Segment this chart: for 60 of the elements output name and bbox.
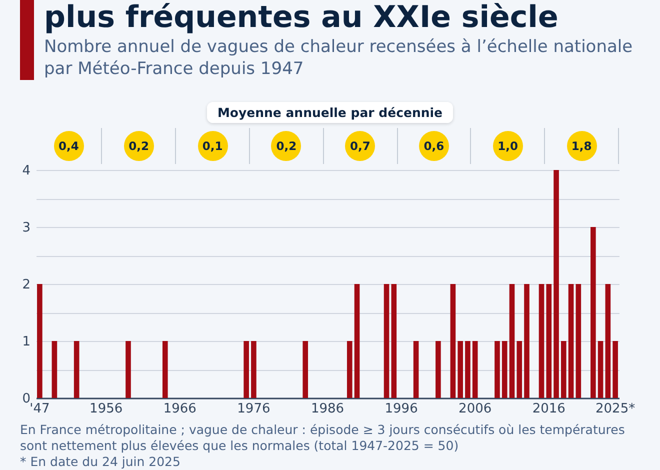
bar <box>598 341 604 398</box>
bar <box>458 341 463 398</box>
x-tick-label: 2016 <box>532 402 566 416</box>
text: Moyenne annuelle par décennie <box>207 102 453 123</box>
bar <box>251 341 256 398</box>
bar <box>546 284 552 398</box>
text: 0,2 <box>124 131 154 161</box>
x-tick-label: 1956 <box>90 402 123 416</box>
text: 0,2 <box>271 131 302 161</box>
chart-subtitle: Nombre annuel de vagues de chaleur recensées à l’échelle nationale par Météo-France depuis 1947 <box>44 36 634 80</box>
bar <box>554 170 559 398</box>
x-tick-label: 2025* <box>596 402 636 416</box>
y-tick-label: 4 <box>22 164 30 178</box>
text: 0,7 <box>345 131 376 161</box>
bar <box>560 341 566 398</box>
bar <box>354 284 360 398</box>
bar <box>568 284 574 398</box>
chart-title: plus fréquentes au XXIe siècle <box>44 0 558 35</box>
bar <box>413 341 419 398</box>
text: 1,8 <box>566 131 597 161</box>
bar <box>74 341 80 398</box>
y-tick-label: 0 <box>22 392 30 406</box>
bar <box>494 341 500 398</box>
bar <box>605 284 611 398</box>
x-tick-label: 1996 <box>384 402 418 416</box>
text: En France métropolitaine ; vague de chaleur : épisode ≥ 3 jours consécutifs où les températures sont nettement plus élevées que les normales (total 1947-2025 = 50) <box>20 422 626 454</box>
y-tick-label: 1 <box>22 334 30 350</box>
text: 0,4 <box>54 131 84 161</box>
bar <box>126 341 131 398</box>
bar <box>162 341 168 398</box>
bar <box>346 341 352 398</box>
x-tick-label: 1966 <box>163 402 196 416</box>
bar <box>612 341 618 398</box>
x-tick-label: '47 <box>30 402 50 416</box>
x-tick-label: 2006 <box>458 402 492 416</box>
x-tick-label: 1986 <box>310 402 344 416</box>
bar <box>52 341 58 398</box>
bar <box>244 341 249 398</box>
bar <box>538 284 544 398</box>
text: * En date du 24 juin 2025 <box>20 454 182 470</box>
bar <box>576 284 582 398</box>
bar <box>465 341 470 398</box>
bar <box>384 284 390 398</box>
text: 1,0 <box>492 131 523 161</box>
bar <box>436 341 441 398</box>
bar <box>391 284 397 398</box>
bar <box>302 341 308 398</box>
bar <box>37 284 42 398</box>
bar <box>502 341 508 398</box>
y-tick-label: 3 <box>22 220 30 236</box>
bar <box>524 284 530 398</box>
bar <box>590 227 596 398</box>
bar <box>450 284 456 398</box>
x-tick-label: 1976 <box>237 402 270 416</box>
bar <box>516 341 522 398</box>
bar <box>472 341 478 398</box>
text: 0,6 <box>418 131 449 161</box>
bar <box>509 284 515 398</box>
text: 0,1 <box>198 131 228 161</box>
y-tick-label: 2 <box>22 278 30 292</box>
